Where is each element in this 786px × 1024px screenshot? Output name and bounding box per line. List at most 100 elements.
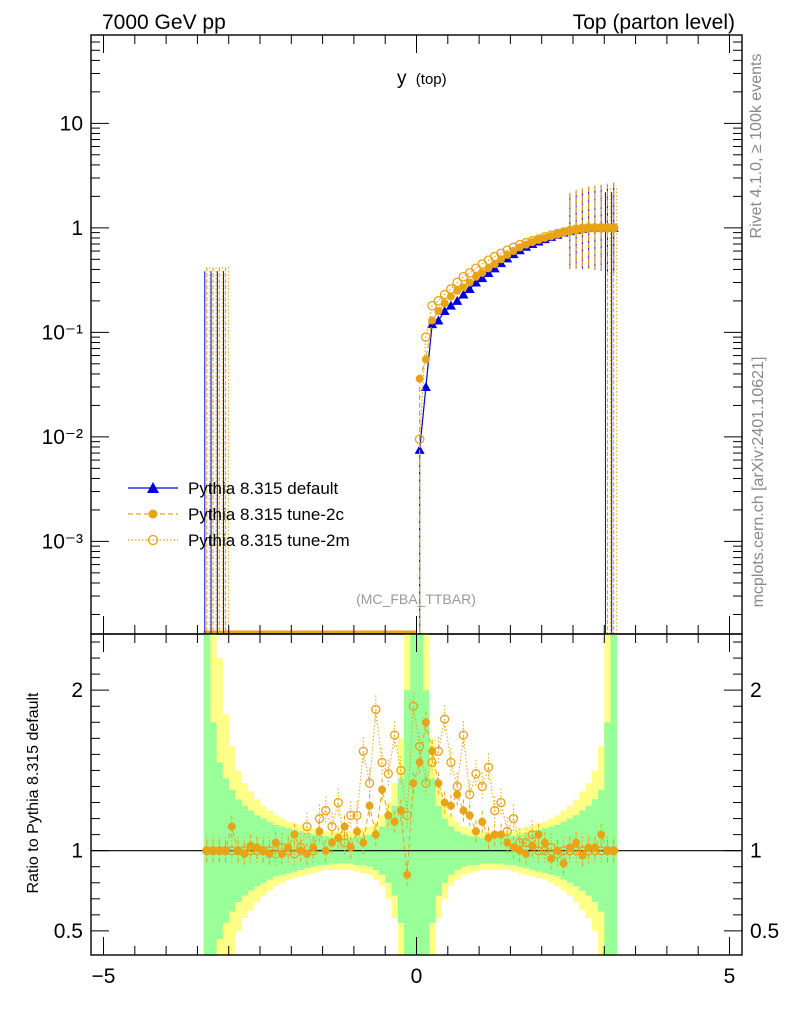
ratio-y-tick-label-right: 1 — [750, 840, 762, 863]
ratio-tune2c-point — [490, 830, 499, 839]
ratio-tune2c-point — [559, 859, 568, 868]
ratio-tune2c-point — [578, 851, 587, 860]
ratio-band-inner-bin — [422, 690, 430, 955]
main-y-tick-label: 10⁻¹ — [42, 321, 83, 344]
main-tune2c-point — [478, 268, 487, 277]
x-tick-label: 5 — [724, 965, 736, 988]
main-tune2m-point — [508, 242, 519, 253]
main-default-point — [414, 444, 425, 454]
main-tune2c-point — [465, 278, 474, 287]
main-tune2m-point — [458, 271, 469, 282]
ratio-tune2c-point — [215, 846, 224, 855]
ratio-tune2c-point — [202, 846, 211, 855]
ratio-tune2c-point — [434, 779, 443, 788]
main-plot-panel: 10 1 10⁻¹ 10⁻² 10⁻³ y (top) (MC_FBA_TTBAR) P… — [42, 34, 743, 635]
main-y-tick-label: 10⁻² — [42, 426, 83, 449]
ratio-tune2m-point — [408, 701, 419, 711]
ratio-tune2c-point — [277, 849, 286, 858]
plot-title: y (top) — [397, 68, 447, 89]
main-default-point — [445, 300, 456, 310]
ratio-tune2m-point — [339, 838, 350, 848]
ratio-band-inner-bin — [203, 634, 211, 955]
ratio-tune2c-point — [590, 843, 599, 852]
legend-label-1: Pythia 8.315 tune-2c — [188, 505, 344, 524]
main-tune2m-point — [452, 277, 463, 288]
rivet-label: Rivet 4.1.0, ≥ 100k events — [748, 54, 765, 239]
main-y-ticks: 10 1 10⁻¹ 10⁻² 10⁻³ — [42, 34, 742, 615]
main-tune2m-line — [419, 227, 614, 440]
ratio-tune2m-point — [346, 810, 356, 821]
main-default-point — [458, 289, 469, 299]
ratio-tune2c-point — [396, 806, 405, 815]
ratio-tune2c-point — [572, 838, 581, 847]
ratio-tune2c-point — [540, 838, 549, 847]
ratio-band-inner-bin — [604, 722, 611, 955]
ratio-tune2m-point — [396, 765, 406, 776]
main-tune2m-point — [427, 300, 437, 311]
ratio-tune2c-point — [453, 790, 462, 799]
main-tune2m-point — [608, 222, 619, 233]
legend-label-0: Pythia 8.315 default — [188, 479, 339, 498]
ratio-tune2m-point — [483, 762, 494, 772]
ratio-plot-panel: 2 2 1 1 0.5 0.5 Ratio to Pythia 8.315 default — [25, 633, 779, 956]
ratio-tune2c-point — [409, 779, 418, 788]
ratio-tune2c-point — [327, 838, 336, 847]
ratio-tune2m-point — [421, 778, 431, 788]
ratio-tune2c-point — [284, 843, 293, 852]
ratio-tune2c-point — [478, 817, 487, 826]
ratio-tune2m-point — [414, 741, 425, 751]
main-tune2m-point — [514, 239, 525, 250]
main-tune2m-point — [552, 228, 563, 239]
main-tune2m-point — [596, 222, 607, 233]
header-right: Top (parton level) — [573, 11, 735, 34]
ratio-tune2c-point — [296, 846, 305, 855]
ratio-tune2m-point — [371, 704, 381, 715]
ratio-tune2c-point — [302, 849, 311, 858]
legend-label-2: Pythia 8.315 tune-2m — [188, 531, 350, 550]
main-tune2m-point — [590, 222, 600, 233]
header-left: 7000 GeV pp — [102, 11, 226, 34]
ratio-tune2c-point — [378, 785, 387, 794]
ratio-tune2c-point — [465, 811, 474, 820]
main-tune2m-point — [602, 222, 613, 233]
ratio-tune2c-point — [415, 758, 424, 767]
ratio-tune2c-point — [428, 747, 437, 756]
main-default-point — [464, 283, 475, 293]
ratio-band-inner-bin — [410, 634, 417, 955]
x-tick-label: −5 — [92, 965, 116, 988]
ratio-tune2c-point — [309, 843, 318, 852]
legend-marker-triangle — [147, 482, 159, 493]
ratio-tune2c-point — [384, 811, 393, 820]
ratio-tune2m-point — [402, 810, 412, 821]
main-tune2m-point — [533, 234, 544, 244]
ratio-tune2c-point — [234, 846, 243, 855]
main-default-point — [439, 306, 450, 316]
main-y-tick-label: 10 — [60, 112, 83, 135]
main-default-point — [433, 315, 444, 325]
main-tune2m-point — [521, 237, 531, 248]
ratio-tune2c-point — [315, 827, 324, 836]
ratio-tune2c-point — [509, 843, 518, 852]
ratio-tune2c-point — [597, 830, 606, 839]
ratio-tune2m-point — [471, 768, 481, 779]
ratio-band-inner-bin — [416, 634, 424, 955]
main-tune2m-point — [496, 248, 506, 259]
ratio-tune2m-point — [327, 821, 337, 832]
ratio-tune2m-point — [364, 778, 375, 788]
ratio-tune2m-point — [440, 714, 450, 724]
ratio-tune2c-point — [497, 830, 506, 839]
ratio-tune2c-point — [446, 801, 455, 810]
ratio-tune2m-point — [496, 797, 506, 808]
ratio-tune2c-point — [421, 718, 430, 727]
main-tune2m-point — [577, 223, 588, 234]
ratio-tune2c-point — [271, 838, 280, 847]
ratio-tune2m-point — [358, 746, 368, 756]
main-tune2m-point — [583, 222, 594, 233]
ratio-tune2m-point — [477, 781, 487, 792]
ratio-tune2m-point — [302, 821, 312, 832]
ratio-tune2m-point — [377, 757, 387, 768]
ratio-tune2c-point — [459, 806, 468, 815]
ratio-y-ticks: 2 2 1 1 0.5 0.5 — [54, 641, 779, 943]
main-default-point — [477, 273, 488, 283]
main-tune2m-point — [421, 332, 431, 342]
